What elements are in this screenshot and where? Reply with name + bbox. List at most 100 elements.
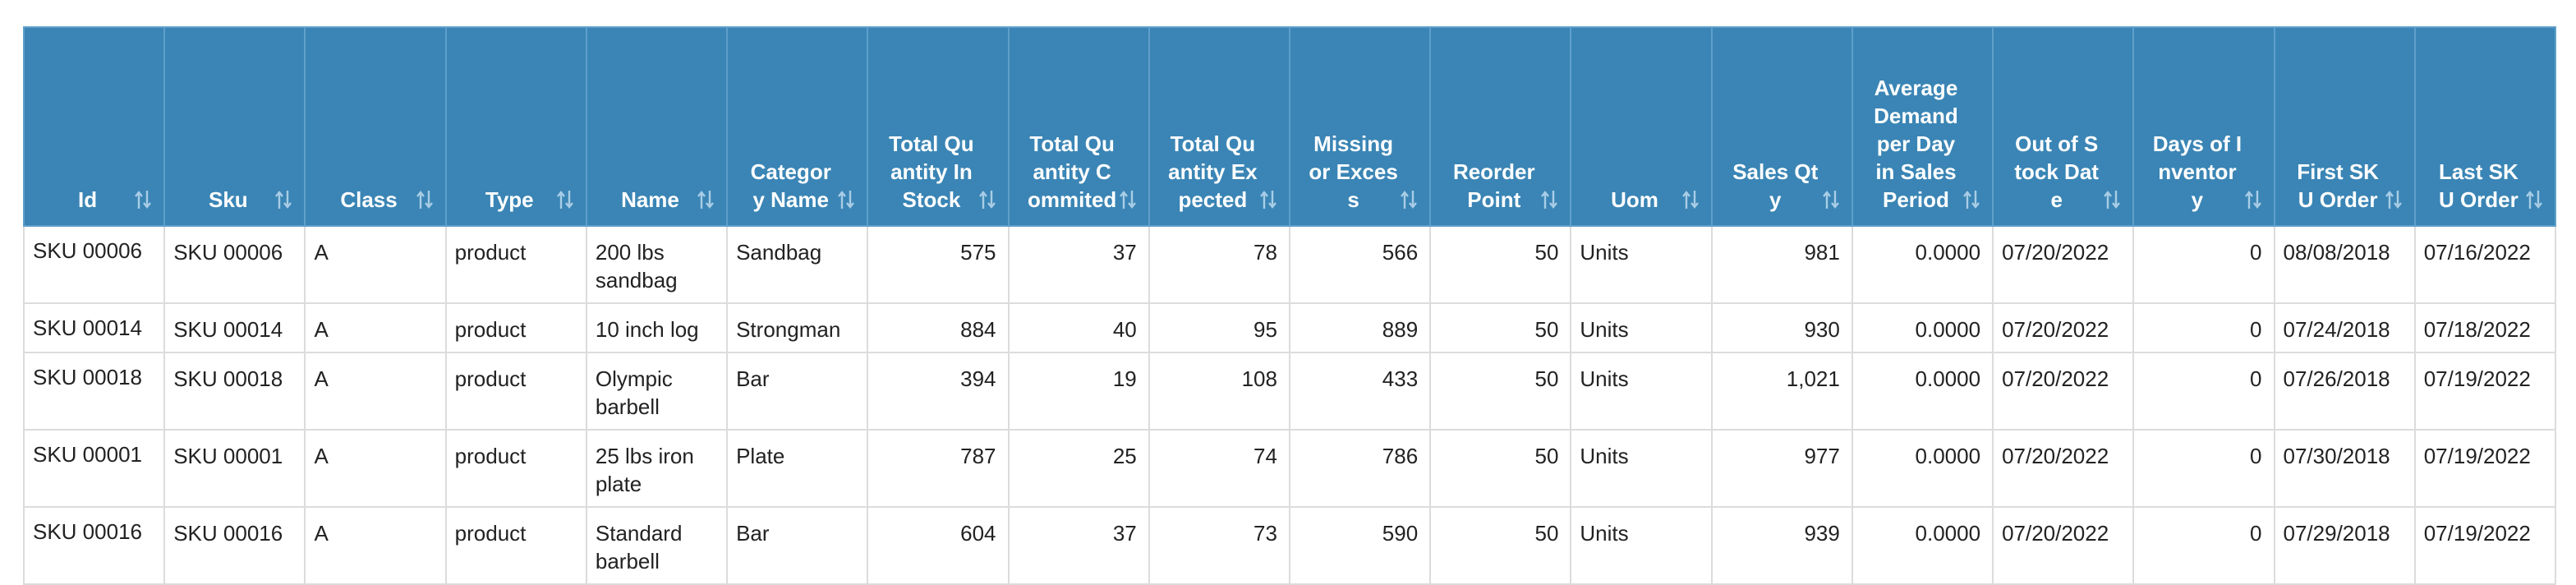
- table-cell: SKU 00001: [22, 429, 166, 508]
- table-cell: 0.0000: [1851, 225, 1994, 304]
- sku-button[interactable]: SKU 00006: [33, 238, 142, 263]
- sort-icon: [135, 191, 152, 209]
- header-label: Class: [340, 187, 398, 212]
- sku-button[interactable]: SKU 00018: [33, 365, 142, 389]
- header-label: Average Demand per Day in Sales Period: [1874, 76, 1958, 212]
- table-cell: 25: [1007, 429, 1150, 508]
- table-cell: Standard barbell: [585, 506, 729, 585]
- table-cell: 07/20/2022: [1992, 506, 2135, 585]
- table-cell: 07/29/2018: [2273, 506, 2416, 585]
- table-cell: Units: [1570, 352, 1713, 431]
- table-cell: SKU 00018: [163, 352, 306, 431]
- column-header[interactable]: Uom: [1570, 26, 1713, 227]
- column-header[interactable]: Missing or Excess: [1288, 26, 1432, 227]
- table-cell: 07/20/2022: [1992, 225, 2135, 304]
- table-cell: 19: [1007, 352, 1150, 431]
- header-label: Id: [78, 187, 98, 212]
- table-cell: 10 inch log: [585, 302, 729, 353]
- sort-icon: [1681, 191, 1699, 209]
- table-cell: 977: [1710, 429, 1853, 508]
- table-cell: A: [304, 352, 447, 431]
- sku-button[interactable]: SKU 00001: [33, 442, 142, 467]
- table-cell: 0: [2132, 352, 2275, 431]
- column-header[interactable]: Out of Stock Date: [1992, 26, 2135, 227]
- table-cell: 0: [2132, 506, 2275, 585]
- table-cell: 787: [867, 429, 1010, 508]
- table-cell: 981: [1710, 225, 1853, 304]
- column-header[interactable]: Reorder Point: [1429, 26, 1572, 227]
- column-header[interactable]: Sku: [163, 26, 306, 227]
- table-cell: 37: [1007, 506, 1150, 585]
- header-label: Out of Stock Date: [2014, 131, 2099, 212]
- table-cell: 40: [1007, 302, 1150, 353]
- column-header[interactable]: Name: [585, 26, 729, 227]
- table-cell: 786: [1288, 429, 1432, 508]
- table-cell: product: [444, 352, 587, 431]
- table-cell: Bar: [726, 506, 869, 585]
- header-label: Uom: [1611, 187, 1658, 212]
- header-label: Type: [485, 187, 534, 212]
- column-header[interactable]: Total Quantity Expected: [1148, 26, 1290, 227]
- column-header[interactable]: Total Quantity In Stock: [867, 26, 1010, 227]
- column-header[interactable]: Type: [444, 26, 587, 227]
- sort-icon: [2526, 191, 2542, 209]
- sort-icon: [2385, 191, 2402, 209]
- table-cell: A: [304, 506, 447, 585]
- column-header[interactable]: Category Name: [726, 26, 869, 227]
- table-cell: 0.0000: [1851, 352, 1994, 431]
- table-cell: 50: [1429, 225, 1572, 304]
- header-label: Total Quantity Commited: [1027, 131, 1117, 212]
- table-cell: 50: [1429, 506, 1572, 585]
- table-cell: Bar: [726, 352, 869, 431]
- sku-button[interactable]: SKU 00014: [33, 316, 142, 340]
- table-cell: 566: [1288, 225, 1432, 304]
- column-header[interactable]: Sales Qty: [1710, 26, 1853, 227]
- sort-icon: [416, 191, 433, 209]
- column-header[interactable]: Average Demand per Day in Sales Period: [1851, 26, 1994, 227]
- table-cell: 590: [1288, 506, 1432, 585]
- header-label: Name: [621, 187, 679, 212]
- column-header[interactable]: Id: [22, 26, 166, 227]
- table-cell: 07/16/2022: [2413, 225, 2557, 304]
- table-cell: 25 lbs iron plate: [585, 429, 729, 508]
- table-cell: 78: [1148, 225, 1290, 304]
- table-cell: 07/18/2022: [2413, 302, 2557, 353]
- table-cell: 07/19/2022: [2413, 352, 2557, 431]
- column-header[interactable]: Total Quantity Commited: [1007, 26, 1150, 227]
- sku-button[interactable]: SKU 00016: [33, 519, 142, 544]
- column-header[interactable]: Class: [304, 26, 447, 227]
- table-cell: 07/24/2018: [2273, 302, 2416, 353]
- column-header[interactable]: Last SKU Order: [2413, 26, 2557, 227]
- table-cell: 0: [2132, 429, 2275, 508]
- column-header[interactable]: First SKU Order: [2273, 26, 2416, 227]
- header-label: First SKU Order: [2297, 159, 2379, 212]
- table-cell: 1,021: [1710, 352, 1853, 431]
- inventory-table-wrap: Id Sku Class Type Name Category Name Total Qua…: [22, 26, 2557, 585]
- table-cell: 37: [1007, 225, 1150, 304]
- table-cell: 50: [1429, 429, 1572, 508]
- table-cell: 0: [2132, 225, 2275, 304]
- table-cell: Units: [1570, 302, 1713, 353]
- table-cell: Units: [1570, 429, 1713, 508]
- table-cell: 07/20/2022: [1992, 302, 2135, 353]
- table-cell: 08/08/2018: [2273, 225, 2416, 304]
- table-cell: 07/30/2018: [2273, 429, 2416, 508]
- table-cell: SKU 00014: [22, 302, 166, 353]
- table-cell: 200 lbs sandbag: [585, 225, 729, 304]
- table-cell: SKU 00006: [22, 225, 166, 304]
- table-cell: Units: [1570, 506, 1713, 585]
- column-header[interactable]: Days of Inventory: [2132, 26, 2275, 227]
- sort-icon: [1963, 191, 1980, 209]
- table-cell: 0: [2132, 302, 2275, 353]
- table-cell: 108: [1148, 352, 1290, 431]
- header-label: Missing or Excess: [1309, 131, 1398, 212]
- table-cell: 575: [867, 225, 1010, 304]
- header-label: Days of Inventory: [2152, 131, 2242, 212]
- table-cell: 07/26/2018: [2273, 352, 2416, 431]
- table-cell: 07/19/2022: [2413, 506, 2557, 585]
- table-cell: product: [444, 506, 587, 585]
